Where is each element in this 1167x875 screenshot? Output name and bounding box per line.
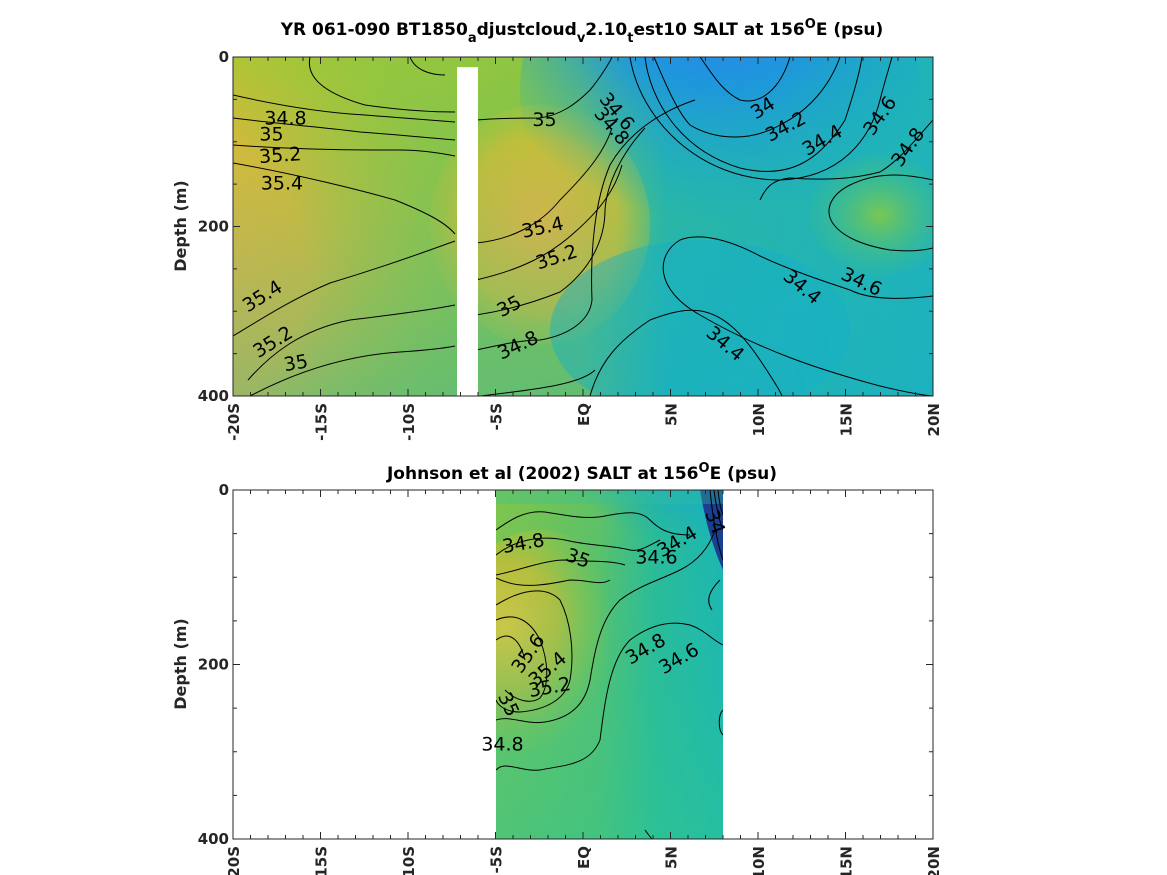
top-x-tick-label: -5S <box>488 403 506 430</box>
bottom-x-tick-label: -5S <box>488 846 506 873</box>
top-title-part-2: djustcloud <box>477 20 577 40</box>
bottom-panel: Johnson et al (2002) SALT at 156OE (psu) <box>171 461 943 875</box>
top-y-tick-label: 400 <box>198 387 229 405</box>
top-y-ticks: 0 200 400 <box>198 48 933 405</box>
bottom-title-part-0: Johnson et al (2002) SALT at 156 <box>386 464 699 484</box>
top-x-tick-label: 10N <box>750 403 768 436</box>
bottom-contour-label: 34.8 <box>481 733 523 755</box>
bottom-x-tick-label: EQ <box>575 846 593 869</box>
bottom-title-sup-1: O <box>699 461 710 476</box>
bottom-contour-lines <box>496 490 723 839</box>
top-x-ticks: -20S -15S -10S -5S EQ 5N 10N 15N 20N <box>225 57 943 441</box>
top-x-tick-label: -20S <box>225 403 243 441</box>
top-contour-label: 35.4 <box>261 173 303 195</box>
top-chart-title: YR 061-090 BT1850adjustcloudv2.10test10 … <box>280 17 884 46</box>
top-title-sup-7: O <box>805 17 816 32</box>
bottom-contour-label: 34.6 <box>635 547 677 569</box>
top-contour-label: 34.8 <box>264 107 306 129</box>
bottom-chart-title: Johnson et al (2002) SALT at 156OE (psu) <box>386 461 777 484</box>
top-x-tick-label: 15N <box>838 403 856 436</box>
top-x-tick-label: 5N <box>663 403 681 426</box>
top-title-part-8: E (psu) <box>816 20 883 40</box>
bottom-y-tick-label: 0 <box>219 481 229 499</box>
top-title-part-6: est10 SALT at 156 <box>633 20 804 40</box>
top-x-tick-label: -10S <box>400 403 418 441</box>
top-title-part-0: YR 061-090 BT1850 <box>280 20 468 40</box>
bottom-y-axis-label: Depth (m) <box>171 618 190 710</box>
bottom-y-tick-label: 400 <box>198 830 229 848</box>
top-contour-label: 35 <box>532 109 556 131</box>
bottom-y-tick-label: 200 <box>198 656 229 674</box>
top-panel: YR 061-090 BT1850adjustcloudv2.10test10 … <box>171 17 943 441</box>
top-contour-label: 35 <box>282 350 310 376</box>
bottom-title-part-2: E (psu) <box>710 464 777 484</box>
top-y-tick-label: 0 <box>219 48 229 66</box>
bottom-x-tick-label: -10S <box>400 846 418 875</box>
top-contour-label: 35 <box>259 123 283 145</box>
bottom-x-tick-label: 15N <box>838 846 856 875</box>
top-x-tick-label: 20N <box>925 403 943 436</box>
bottom-x-tick-label: -20S <box>225 846 243 875</box>
bottom-x-ticks: -20S -15S -10S -5S EQ 5N 10N 15N 20N <box>225 490 943 875</box>
top-x-tick-label: EQ <box>575 403 593 426</box>
top-data-gap <box>457 67 478 397</box>
bottom-x-tick-label: 5N <box>663 846 681 869</box>
top-title-sub-3: v <box>577 31 586 46</box>
top-x-tick-label: -15S <box>313 403 331 441</box>
top-title-sub-1: a <box>468 31 477 46</box>
bottom-salinity-field <box>496 490 723 839</box>
top-title-part-4: 2.10 <box>585 20 627 40</box>
top-y-tick-label: 200 <box>198 218 229 236</box>
bottom-x-tick-label: -15S <box>313 846 331 875</box>
bottom-y-ticks: 0 200 400 <box>198 481 933 848</box>
top-contour-label: 35.2 <box>258 143 302 168</box>
bottom-x-tick-label: 10N <box>750 846 768 875</box>
top-contour-lines <box>233 57 933 396</box>
top-title-sub-5: t <box>627 31 633 46</box>
bottom-x-tick-label: 20N <box>925 846 943 875</box>
top-y-axis-label: Depth (m) <box>171 180 190 272</box>
